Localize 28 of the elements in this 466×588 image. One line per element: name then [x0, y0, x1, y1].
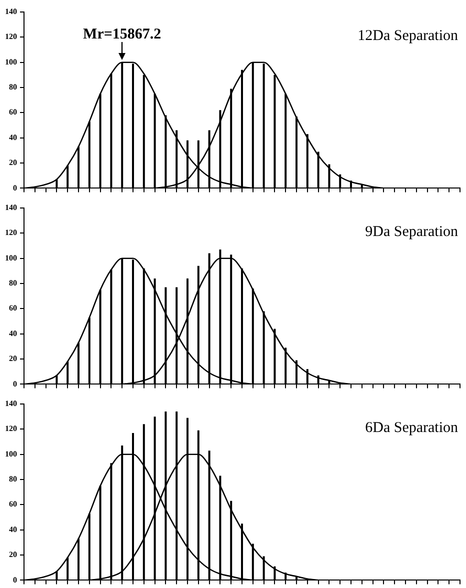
annotation: Mr=15867.2: [83, 26, 162, 42]
y-tick-label: 20: [9, 550, 17, 560]
y-tick-label: 60: [9, 108, 17, 117]
y-tick-label: 140: [5, 203, 17, 212]
y-tick-label: 120: [5, 228, 17, 238]
y-tick-label: 60: [9, 500, 17, 509]
y-tick-label: 120: [5, 424, 17, 434]
y-tick-label: 140: [5, 7, 17, 16]
y-tick-label: 120: [5, 32, 17, 42]
y-tick-label: 100: [5, 253, 17, 262]
y-tick-label: 40: [9, 132, 17, 142]
y-tick-label: 0: [13, 379, 17, 388]
text: 6Da Separation: [365, 420, 458, 436]
y-tick-label: 80: [9, 278, 17, 288]
y-tick-label: 0: [13, 575, 17, 584]
y-tick-label: 40: [9, 524, 17, 534]
text: 12Da Separation: [358, 28, 458, 44]
y-tick-label: 20: [9, 354, 17, 364]
text: 9Da Separation: [365, 224, 458, 240]
y-tick-label: 140: [5, 399, 17, 408]
y-tick-label: 80: [9, 474, 17, 484]
y-tick-label: 60: [9, 304, 17, 313]
y-tick-label: 100: [5, 449, 17, 458]
y-tick-label: 100: [5, 57, 17, 66]
y-tick-label: 20: [9, 158, 17, 168]
y-tick-label: 0: [13, 183, 17, 192]
y-tick-label: 80: [9, 82, 17, 92]
y-tick-label: 40: [9, 328, 17, 338]
